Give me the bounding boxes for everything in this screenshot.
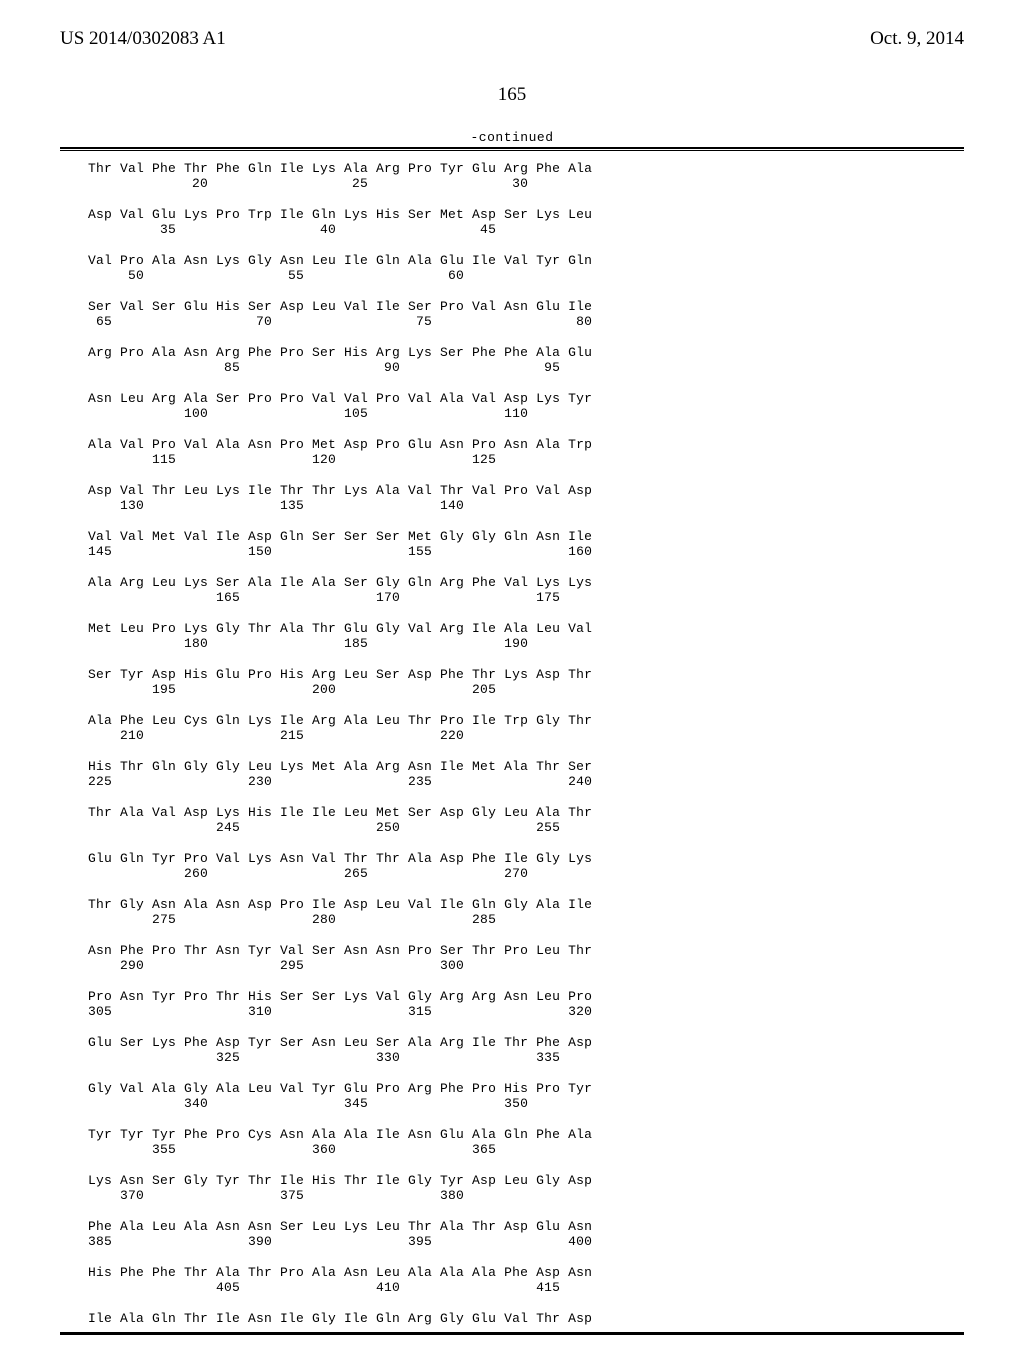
patent-page: US 2014/0302083 A1 Oct. 9, 2014 165 -con… — [0, 0, 1024, 1356]
page-header: US 2014/0302083 A1 Oct. 9, 2014 — [60, 28, 964, 50]
rule-top-thick — [60, 147, 964, 149]
page-number: 165 — [60, 84, 964, 106]
continued-label: -continued — [60, 130, 964, 145]
publication-number: US 2014/0302083 A1 — [60, 28, 226, 50]
rule-bottom-thick — [60, 1333, 964, 1335]
sequence-listing: Thr Val Phe Thr Phe Gln Ile Lys Ala Arg … — [60, 151, 964, 1332]
publication-date: Oct. 9, 2014 — [870, 28, 964, 50]
